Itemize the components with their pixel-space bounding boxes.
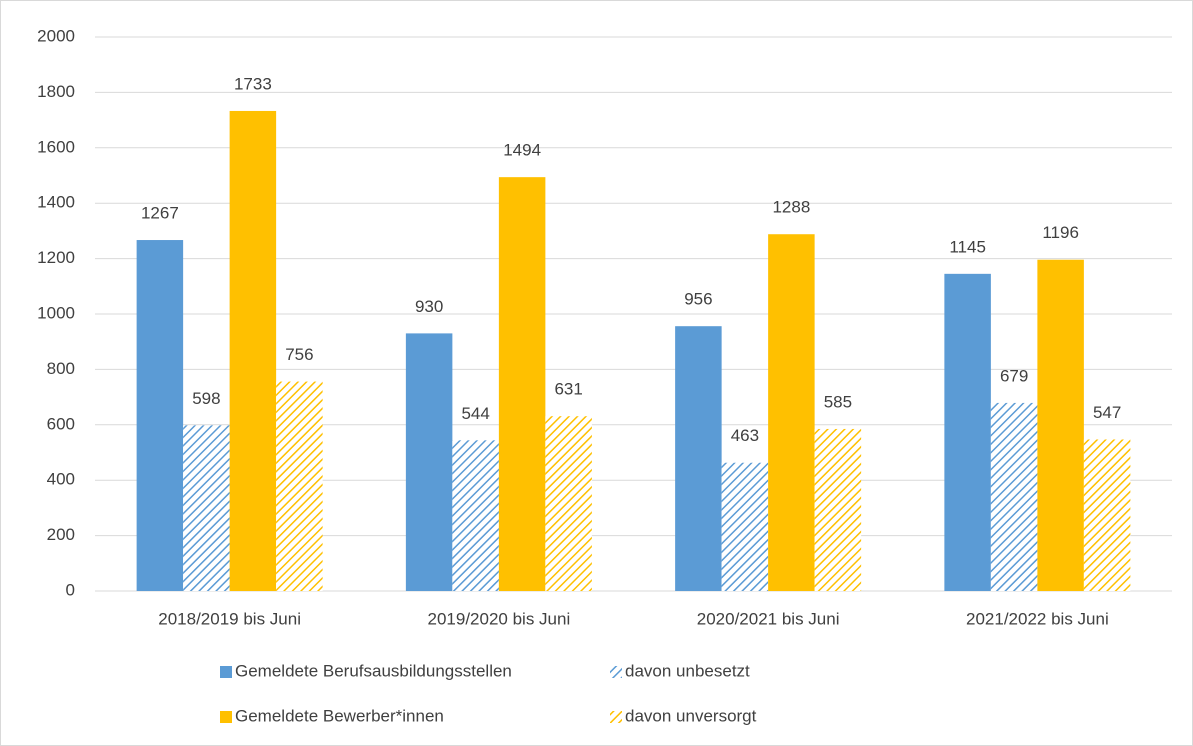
data-label: 547 [1093,403,1121,422]
x-tick-label: 2019/2020 bis Juni [428,609,571,628]
bar [498,177,546,592]
bar [944,273,991,591]
legend-label: Gemeldete Berufsausbildungsstellen [235,661,512,680]
bar [183,425,230,591]
data-label: 1288 [772,198,810,217]
data-label: 631 [554,380,582,399]
bar [675,326,722,591]
bar [136,240,184,591]
bar [721,462,769,591]
data-label: 1733 [234,74,272,93]
y-tick-label: 1000 [37,303,75,322]
legend-label: davon unversorgt [625,706,757,725]
y-tick-label: 800 [47,359,75,378]
y-tick-label: 0 [66,580,75,599]
legend-swatch [610,711,622,723]
data-label: 1267 [141,204,179,223]
bar [545,416,592,591]
x-tick-label: 2018/2019 bis Juni [158,609,301,628]
bar [405,333,453,591]
data-label: 585 [824,392,852,411]
legend-swatch [220,666,232,678]
legend-label: Gemeldete Bewerber*innen [235,706,444,725]
bar [276,381,323,591]
legend-swatch [610,666,622,678]
data-label: 1494 [503,141,541,160]
bar [1083,439,1131,591]
bar [229,110,277,592]
x-tick-label: 2021/2022 bis Juni [966,609,1109,628]
data-label: 1145 [949,237,986,256]
data-label: 463 [731,426,759,445]
legend-label: davon unbesetzt [625,661,750,680]
y-tick-label: 200 [47,525,75,544]
legend-swatch [220,711,232,723]
bar [990,402,1038,591]
bar [768,234,815,591]
bar [814,428,862,591]
y-tick-label: 1200 [37,248,75,267]
data-label: 1196 [1042,223,1079,242]
bar [452,440,499,591]
y-tick-label: 600 [47,414,75,433]
bar [1037,259,1084,591]
y-tick-label: 1400 [37,193,75,212]
data-label: 756 [285,345,313,364]
data-label: 930 [415,297,443,316]
data-label: 598 [192,389,220,408]
y-tick-label: 1600 [37,137,75,156]
y-tick-label: 2000 [37,26,75,45]
y-tick-label: 400 [47,470,75,489]
y-tick-label: 1800 [37,82,75,101]
x-tick-label: 2020/2021 bis Juni [697,609,840,628]
data-label: 956 [684,290,712,309]
data-label: 679 [1000,366,1028,385]
data-label: 544 [461,404,489,423]
